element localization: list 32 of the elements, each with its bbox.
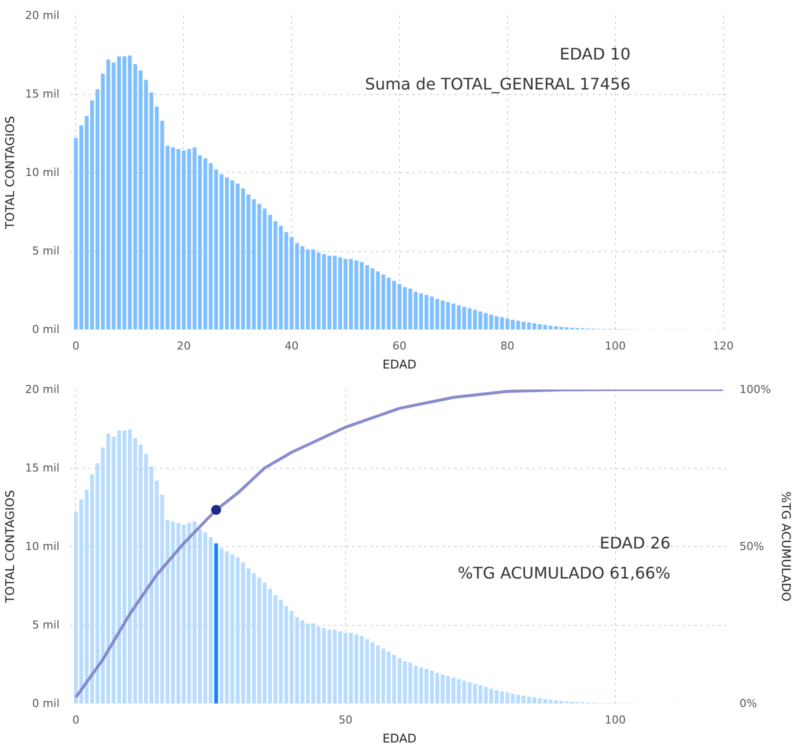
y-axis-title: TOTAL CONTAGIOS	[3, 116, 18, 230]
x-tick-label: 120	[712, 340, 734, 352]
y2-tick-label: 0%	[740, 697, 757, 710]
x-tick-label: 0	[72, 714, 80, 726]
annotation: EDAD 26 %TG ACUMULADO 61,66%	[458, 534, 671, 582]
x-tick-label: 60	[392, 340, 406, 352]
x-axis-title: EDAD	[382, 358, 417, 372]
y-tick-label: 5 mil	[32, 244, 60, 258]
bar	[214, 543, 218, 704]
x-tick-label: 40	[284, 340, 299, 352]
y-tick-label: 0 mil	[32, 697, 60, 710]
y-axis-title: TOTAL CONTAGIOS	[3, 490, 18, 604]
x-tick-label: 0	[72, 340, 80, 352]
y-tick-label: 5 mil	[32, 618, 60, 632]
line-series	[74, 390, 725, 699]
y2-axis-title: %TG ACUMULADO	[778, 492, 793, 602]
y2-tick-label: 100%	[740, 383, 771, 396]
x-tick-label: 100	[604, 340, 626, 352]
x-tick-label: 50	[338, 714, 353, 726]
x-tick-label: 100	[604, 714, 626, 726]
x-tick-label: 20	[176, 340, 191, 352]
y-tick-label: 20 mil	[25, 9, 60, 22]
annotation: EDAD 10 Suma de TOTAL_GENERAL 17456	[364, 44, 630, 94]
y2-tick-label: 50%	[740, 540, 764, 553]
y-tick-label: 0 mil	[32, 323, 60, 336]
y-tick-label: 20 mil	[25, 383, 60, 396]
y-tick-label: 15 mil	[25, 462, 60, 474]
x-tick-label: 80	[500, 340, 514, 352]
y-tick-label: 10 mil	[25, 166, 60, 179]
y-tick-label: 15 mil	[25, 88, 60, 100]
y-tick-label: 10 mil	[25, 540, 60, 553]
x-axis-title: EDAD	[382, 732, 417, 746]
